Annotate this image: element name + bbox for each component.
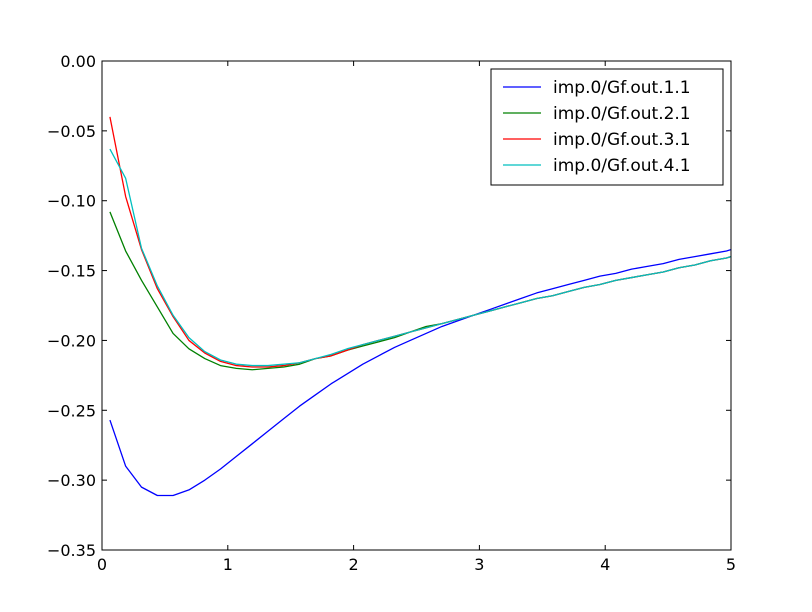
- y-tick-label: 0.00: [60, 52, 96, 71]
- y-tick-label: −0.35: [47, 541, 96, 560]
- y-tick-label: −0.30: [47, 471, 96, 490]
- y-tick-label: −0.25: [47, 401, 96, 420]
- plot-frame: [101, 60, 732, 551]
- x-tick-label: 5: [726, 555, 736, 574]
- x-tick-label: 1: [223, 555, 233, 574]
- legend-entries: imp.0/Gf.out.1.1 imp.0/Gf.out.2.1 imp.0/Gf…: [503, 78, 691, 176]
- series-line-4: [109, 148, 731, 367]
- y-tick-label: −0.10: [47, 192, 96, 211]
- legend-label-2: imp.0/Gf.out.2.1: [553, 104, 691, 124]
- x-tick-label: 0: [97, 555, 107, 574]
- y-tick-label: −0.15: [47, 262, 96, 281]
- x-tick-label: 2: [349, 555, 359, 574]
- series-line-1: [109, 248, 731, 497]
- series-layer: [109, 116, 731, 497]
- x-tick-label: 4: [600, 555, 610, 574]
- y-tick-label: −0.05: [47, 122, 96, 141]
- legend-label-3: imp.0/Gf.out.3.1: [553, 130, 691, 150]
- x-tick-label: 3: [474, 555, 484, 574]
- legend-label-1: imp.0/Gf.out.1.1: [553, 78, 691, 98]
- legend-label-4: imp.0/Gf.out.4.1: [553, 156, 691, 176]
- legend: imp.0/Gf.out.1.1 imp.0/Gf.out.2.1 imp.0/Gf…: [490, 68, 724, 186]
- ticks-layer: 0 1 2 3 4 5 0.00 −0.05 −0.10 −0.15 −0.20 −0.25 −0.30…: [47, 52, 736, 574]
- y-tick-label: −0.20: [47, 331, 96, 350]
- legend-box: [490, 68, 724, 186]
